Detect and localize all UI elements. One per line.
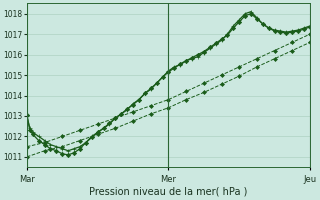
X-axis label: Pression niveau de la mer( hPa ): Pression niveau de la mer( hPa ) [89,187,248,197]
